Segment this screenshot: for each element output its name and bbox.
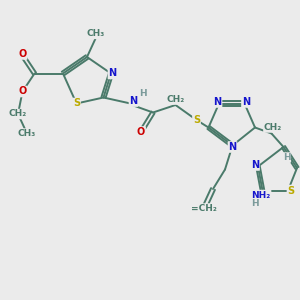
Text: CH₃: CH₃: [87, 29, 105, 38]
Text: N: N: [108, 68, 117, 79]
Text: CH₂: CH₂: [167, 95, 184, 104]
Text: O: O: [18, 86, 27, 97]
Text: N: N: [251, 160, 259, 170]
Text: N: N: [213, 97, 222, 107]
Text: CH₂: CH₂: [264, 123, 282, 132]
Text: H: H: [283, 153, 290, 162]
Text: N: N: [129, 96, 138, 106]
Text: O: O: [18, 49, 27, 59]
Text: O: O: [137, 127, 145, 137]
Text: N: N: [228, 142, 237, 152]
Text: H: H: [251, 200, 259, 208]
Text: S: S: [287, 185, 295, 196]
Text: S: S: [73, 98, 80, 109]
Text: CH₃: CH₃: [18, 129, 36, 138]
Text: =CH₂: =CH₂: [191, 204, 217, 213]
Text: N: N: [242, 97, 250, 107]
Text: H: H: [139, 88, 146, 98]
Text: NH₂: NH₂: [251, 190, 271, 200]
Text: S: S: [193, 115, 200, 125]
Text: CH₂: CH₂: [9, 110, 27, 118]
